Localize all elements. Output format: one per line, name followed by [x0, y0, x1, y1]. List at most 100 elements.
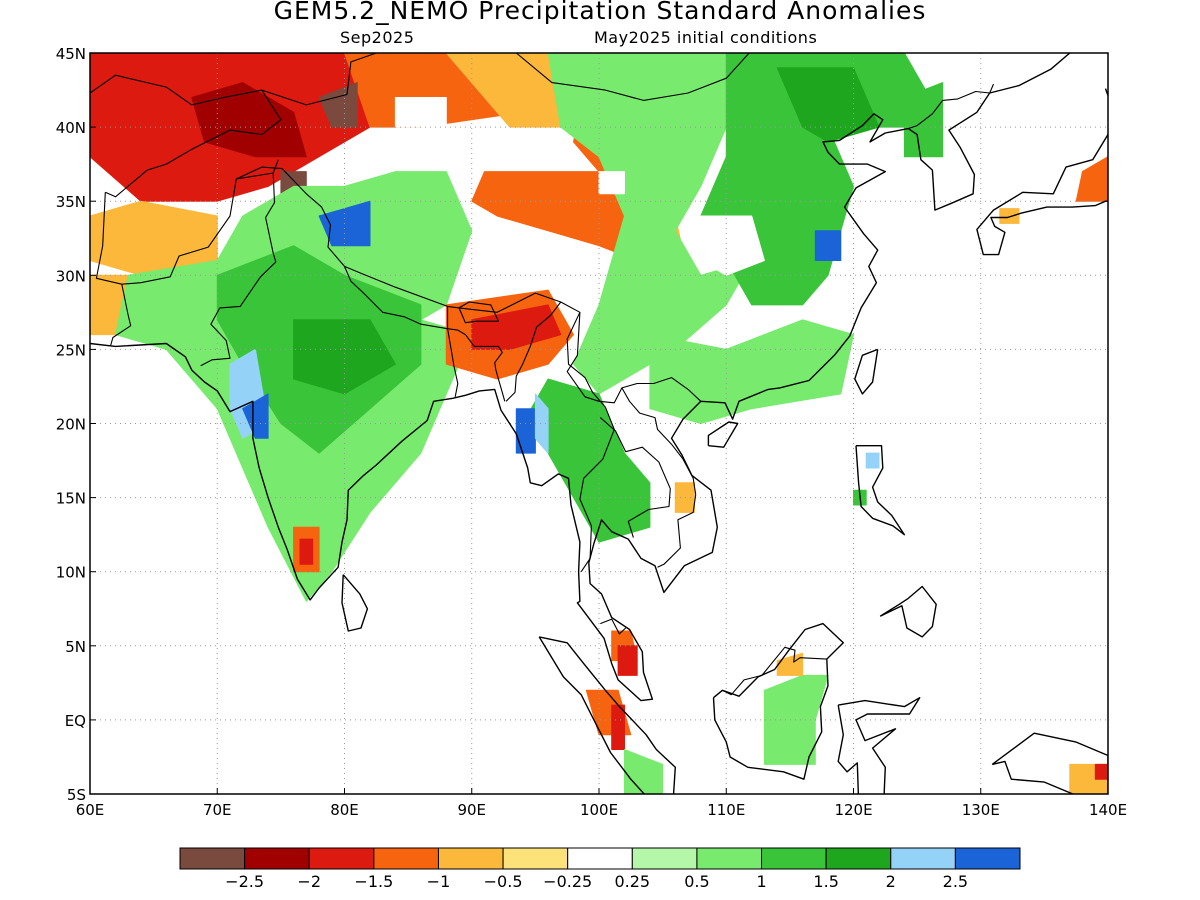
country-border [95, 159, 279, 285]
coastline [879, 585, 937, 638]
colorbar-label: 0.25 [614, 872, 650, 891]
coastline [976, 134, 1108, 256]
anomaly-region [674, 482, 695, 513]
colorbar-label: −1.5 [354, 872, 393, 891]
colorbar-label: −2 [297, 872, 321, 891]
colorbar-label: 0.5 [684, 872, 709, 891]
country-border [599, 417, 671, 538]
coastline [837, 697, 921, 794]
coastline [854, 348, 879, 395]
coastline [538, 636, 676, 794]
latitude-tick-label: 25N [56, 341, 86, 359]
colorbar-swatch [373, 847, 439, 870]
country-border [908, 83, 995, 130]
anomaly-region [318, 82, 358, 128]
anomaly-region [999, 208, 1020, 224]
longitude-tick-label: 120E [834, 801, 872, 819]
colorbar-swatch [890, 847, 956, 870]
anomaly-region [471, 304, 562, 350]
anomaly-region [394, 97, 447, 128]
colorbar-swatch [179, 847, 246, 870]
country-border [109, 284, 132, 347]
colorbar-swatch [502, 847, 569, 870]
anomaly-region [814, 230, 842, 261]
anomaly-region [293, 319, 396, 395]
longitude-tick-label: 60E [76, 801, 105, 819]
anomaly-region [903, 82, 944, 158]
latitude-tick-label: 10N [56, 564, 86, 582]
latitude-tick-label: EQ [65, 712, 86, 730]
country-border [600, 618, 627, 635]
anomaly-region [191, 82, 307, 158]
longitude-tick-label: 130E [962, 801, 1000, 819]
country-borders [90, 53, 995, 696]
latitude-tick-label: 40N [56, 119, 86, 137]
latitude-axis: 45N 40N 35N 30N 25N 20N 15N 10N 5N EQ 5S [56, 45, 96, 804]
colorbar-label: 1 [756, 872, 766, 891]
colorbar-swatch [308, 847, 375, 870]
anomaly-region [1075, 156, 1108, 202]
colorbar-swatch [954, 847, 1021, 870]
initial-conditions: May2025 initial conditions [594, 28, 818, 47]
anomaly-region [700, 215, 765, 276]
anomaly-region [598, 171, 625, 195]
anomaly-region [515, 408, 536, 454]
coastline [991, 732, 1108, 794]
anomaly-region [649, 319, 854, 424]
latitude-tick-label: 30N [56, 267, 86, 285]
coastline [341, 574, 369, 632]
colorbar-swatch [761, 847, 827, 870]
colorbar-label: 2 [886, 872, 896, 891]
colorbar-swatch [825, 847, 892, 870]
colorbar-label: 1.5 [813, 872, 838, 891]
colorbar-swatch [631, 847, 698, 870]
latitude-tick-label: 45N [56, 45, 86, 63]
longitude-tick-label: 80E [330, 801, 359, 819]
coastline [707, 421, 739, 448]
colorbar-swatch [567, 847, 633, 870]
country-border [236, 166, 702, 404]
coastline [90, 53, 1071, 702]
longitude-tick-label: 100E [580, 801, 618, 819]
coastlines [90, 53, 1108, 794]
anomaly-region [1094, 763, 1108, 780]
country-border [376, 53, 751, 101]
anomaly-region [299, 538, 314, 565]
longitude-axis: 60E 70E 80E 90E 100E 110E 120E 130E 140E [76, 788, 1127, 819]
longitude-tick-label: 140E [1089, 801, 1127, 819]
anomaly-region [242, 393, 269, 439]
latitude-tick-label: 35N [56, 193, 86, 211]
longitude-tick-label: 110E [707, 801, 745, 819]
country-border [200, 172, 277, 367]
country-border [722, 646, 827, 696]
coastline [712, 622, 844, 780]
chart-title: GEM5.2_NEMO Precipitation Standard Anoma… [273, 0, 927, 25]
country-border [261, 53, 377, 106]
colorbar-label: −0.25 [543, 872, 592, 891]
country-border [621, 387, 697, 568]
anomaly-region [865, 452, 880, 469]
anomaly-region [611, 704, 625, 750]
colorbar-label: 2.5 [943, 872, 968, 891]
latitude-tick-label: 5S [67, 786, 86, 804]
country-border [458, 301, 500, 324]
colorbar-swatch [696, 847, 763, 870]
country-border [90, 74, 282, 198]
forecast-month: Sep2025 [340, 28, 415, 47]
colorbar: −2.5 −2 −1.5 −1 −0.5 −0.25 0.25 0.5 1 1.5 2 2.5 [179, 847, 1021, 891]
longitude-tick-label: 90E [457, 801, 486, 819]
latitude-tick-label: 15N [56, 490, 86, 508]
country-border [343, 266, 449, 330]
colorbar-label: −1 [427, 872, 451, 891]
coastline [855, 445, 906, 536]
longitude-tick-label: 70E [203, 801, 232, 819]
colorbar-swatch [244, 847, 310, 870]
country-border [447, 328, 459, 397]
country-border [447, 328, 506, 402]
colorbar-swatch [437, 847, 504, 870]
anomaly-region [617, 645, 638, 676]
latitude-tick-label: 5N [65, 638, 86, 656]
colorbar-label: −2.5 [225, 872, 264, 891]
colorbar-label: −0.5 [484, 872, 523, 891]
